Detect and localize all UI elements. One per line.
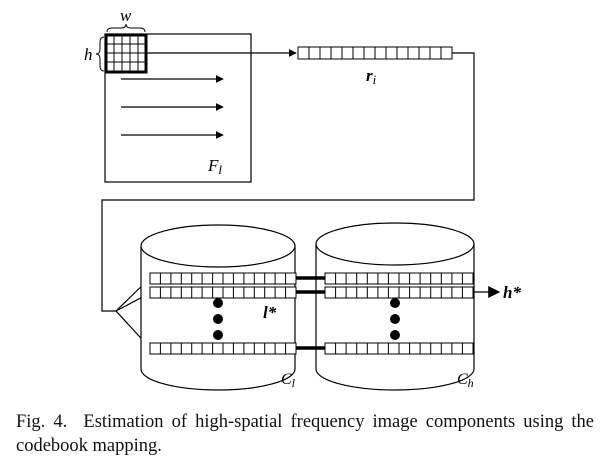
low-frequency-image-box <box>104 33 252 183</box>
cl-codeword-1 <box>149 272 297 285</box>
cl-ellipsis-dots <box>213 298 223 340</box>
figure-caption: Fig. 4. Estimation of high-spatial frequ… <box>16 410 594 458</box>
cl-label: Cl <box>281 371 296 390</box>
lstar-label: l* <box>263 303 277 322</box>
codebook-mapping-figure: w h Fl ri <box>84 6 521 391</box>
caption-label: Fig. 4. <box>16 412 68 432</box>
ch-label-main: C <box>457 371 468 388</box>
h-brace <box>95 36 105 72</box>
ch-codeword-n <box>324 342 474 355</box>
cl-label-main: C <box>281 371 292 388</box>
caption-text: Estimation of high-spatial frequency ima… <box>16 412 595 456</box>
cl-codeword-n <box>149 342 297 355</box>
vector-ri <box>297 46 453 60</box>
scan-arrows <box>121 75 224 139</box>
hstar-label: h* <box>503 283 521 302</box>
patch-grid <box>104 33 148 74</box>
w-brace <box>106 23 146 33</box>
ch-codeword-1 <box>324 272 474 285</box>
ch-codeword-2 <box>324 286 474 299</box>
ch-label-sub: h <box>468 376 474 390</box>
fl-label-sub: l <box>218 162 222 177</box>
w-label: w <box>120 6 132 25</box>
fl-label-main: F <box>207 156 219 175</box>
cl-label-sub: l <box>292 376 296 390</box>
fl-label: Fl <box>207 156 222 177</box>
ri-label-main: r <box>366 66 373 85</box>
routing-path <box>101 52 475 312</box>
ri-label: ri <box>366 66 377 87</box>
ri-label-sub: i <box>373 72 377 87</box>
h-label: h <box>84 45 93 64</box>
codebook-links <box>296 276 325 350</box>
ch-label: Ch <box>457 371 474 390</box>
cl-codeword-2 <box>149 286 297 299</box>
ch-ellipsis-dots <box>390 298 400 340</box>
